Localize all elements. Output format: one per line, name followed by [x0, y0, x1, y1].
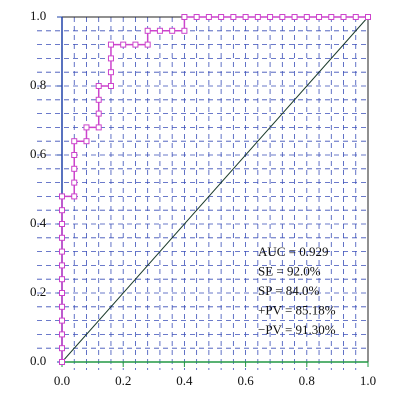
- roc-point: [279, 14, 286, 20]
- roc-point: [59, 262, 65, 269]
- roc-point: [59, 248, 65, 255]
- y-tick-label: 0.4: [30, 215, 47, 230]
- diagonal: [61, 16, 369, 363]
- roc-point: [156, 27, 163, 34]
- roc-point: [107, 41, 114, 48]
- roc-point: [169, 27, 176, 34]
- roc-point: [59, 331, 65, 338]
- y-tick-label: 0.6: [30, 146, 47, 161]
- roc-point: [59, 221, 65, 227]
- roc-point: [181, 27, 188, 34]
- x-tick-label: 0.2: [115, 373, 131, 388]
- roc-point: [181, 14, 188, 20]
- roc-point: [316, 14, 323, 20]
- roc-point: [59, 234, 65, 241]
- roc-point: [71, 138, 78, 145]
- roc-point: [59, 276, 65, 283]
- roc-point: [303, 14, 310, 20]
- roc-point: [254, 14, 261, 20]
- roc-point: [365, 14, 371, 20]
- x-tick-label: 0.6: [237, 373, 254, 388]
- roc-point: [71, 165, 78, 172]
- y-tick-label: 0.8: [30, 77, 46, 92]
- roc-point: [59, 317, 65, 324]
- roc-point: [328, 14, 335, 20]
- y-tick-label: 0.0: [30, 353, 46, 368]
- roc-point: [230, 14, 237, 20]
- roc-point: [267, 14, 274, 20]
- annotation: −PV = 91.30%: [258, 322, 336, 337]
- roc-point: [218, 14, 225, 20]
- roc-point: [107, 83, 114, 89]
- roc-point: [59, 290, 65, 296]
- roc-point: [291, 14, 298, 20]
- roc-point: [193, 14, 200, 20]
- y-tick-label: 1.0: [30, 8, 46, 23]
- roc-point: [340, 14, 347, 20]
- annotation: SE = 92.0%: [258, 263, 321, 278]
- roc-point: [71, 179, 78, 186]
- annotation: +PV = 85.18%: [258, 302, 336, 317]
- roc-point: [71, 193, 78, 200]
- roc-point: [205, 14, 212, 20]
- x-tick-label: 0.0: [54, 373, 70, 388]
- roc-point: [59, 207, 65, 214]
- roc-point: [107, 69, 114, 76]
- annotation: AUC = 0.929: [258, 244, 329, 259]
- annotation: SP = 84.0%: [258, 283, 320, 298]
- roc-point: [59, 193, 65, 200]
- roc-point: [132, 41, 139, 48]
- roc-point: [95, 124, 102, 131]
- roc-point: [83, 138, 90, 145]
- roc-point: [95, 96, 102, 103]
- roc-point: [242, 14, 249, 20]
- x-tick-label: 1.0: [360, 373, 376, 388]
- x-tick-label: 0.8: [299, 373, 315, 388]
- roc-point: [83, 124, 90, 131]
- x-tick-label: 0.4: [176, 373, 193, 388]
- roc-point: [107, 55, 114, 62]
- roc-point: [59, 345, 65, 352]
- roc-point: [120, 41, 127, 48]
- roc-point: [352, 14, 359, 20]
- y-tick-label: 0.2: [30, 284, 46, 299]
- roc-point: [59, 359, 65, 365]
- roc-point: [144, 41, 151, 48]
- roc-point: [95, 110, 102, 117]
- roc-point: [144, 27, 151, 34]
- roc-point: [71, 152, 78, 158]
- roc-point: [95, 83, 102, 89]
- roc-point: [59, 303, 65, 310]
